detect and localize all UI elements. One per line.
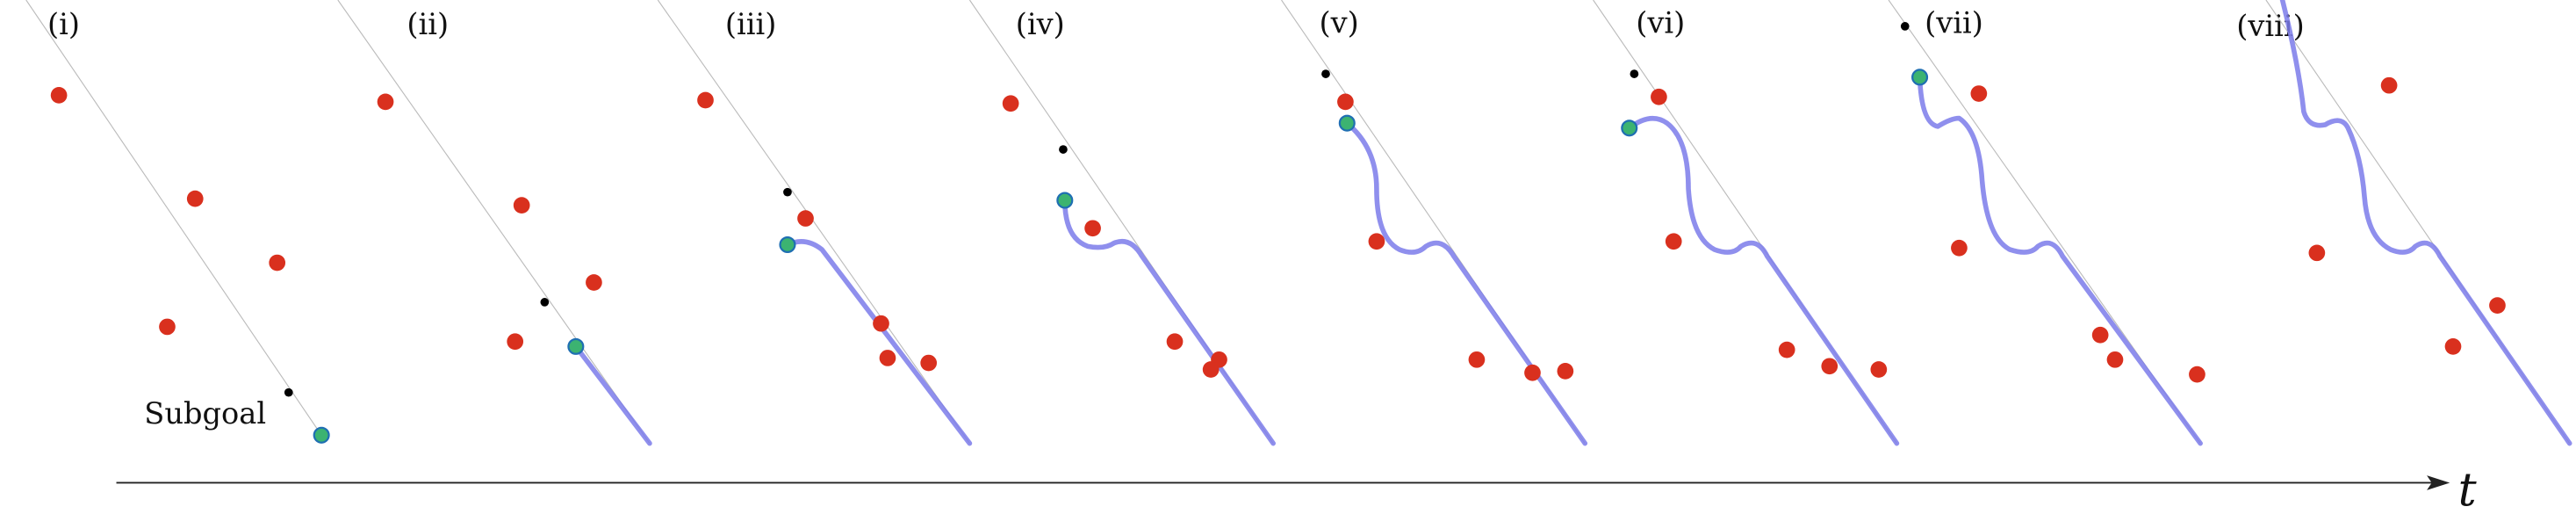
robot [779, 235, 796, 254]
subgoal-point [1900, 22, 1910, 31]
obstacle [1084, 220, 1101, 237]
obstacle [2444, 338, 2462, 355]
reference-line [657, 0, 970, 444]
obstacle [2308, 244, 2326, 262]
obstacle [513, 197, 530, 214]
trajectory [785, 239, 973, 446]
subgoal-point [284, 387, 293, 397]
obstacle [1166, 333, 1184, 351]
subgoal-point [783, 187, 792, 197]
obstacle [2489, 297, 2506, 314]
reference-line [25, 0, 322, 436]
subgoal-label: Subgoal [144, 396, 266, 431]
obstacle [1337, 93, 1354, 111]
obstacle [797, 210, 814, 227]
trajectories [573, 0, 2572, 446]
subgoal-point [1059, 145, 1068, 154]
obstacle [873, 315, 889, 332]
obstacles [50, 76, 2506, 383]
obstacle [1651, 88, 1667, 105]
robot [1056, 192, 1074, 209]
obstacle [1202, 361, 1220, 378]
panel-label: (i) [47, 7, 80, 41]
time-axis: t [116, 464, 2478, 514]
obstacle [2380, 76, 2398, 94]
subgoal-point [540, 298, 550, 307]
panel-label: (iv) [1016, 7, 1065, 41]
obstacle [697, 91, 714, 109]
obstacle [186, 190, 204, 207]
panel-label: (vi) [1636, 5, 1685, 40]
robot [313, 426, 330, 444]
obstacle [377, 93, 394, 111]
robots [313, 69, 1929, 444]
panel-label: (v) [1320, 5, 1359, 40]
obstacle [2189, 366, 2205, 383]
panel-labels: (i) (ii) (iii) (iv) (v) (vi) (vii) (viii… [47, 5, 2305, 43]
subgoal-point [1630, 69, 1639, 78]
reference-lines [25, 0, 2571, 444]
robot [1911, 69, 1929, 86]
subgoals [284, 22, 1910, 397]
obstacle [159, 318, 176, 336]
trajectory [1344, 120, 1588, 446]
robot [1338, 114, 1356, 132]
robot [1621, 119, 1638, 137]
obstacle [920, 354, 938, 372]
obstacle [1821, 358, 1838, 375]
obstacle [1870, 361, 1888, 378]
subgoal-point [1321, 69, 1330, 78]
obstacle [50, 87, 68, 104]
panel-label: (viii) [2236, 9, 2305, 43]
reference-line [337, 0, 651, 444]
panel-label: (ii) [407, 7, 449, 41]
obstacle [1524, 364, 1541, 381]
obstacle [1557, 363, 1574, 380]
trajectory [573, 344, 652, 446]
obstacle [1468, 351, 1486, 368]
trajectory [1917, 75, 2203, 446]
panel-label: (vii) [1925, 5, 1983, 40]
obstacle [2091, 326, 2109, 344]
obstacle [879, 350, 896, 366]
obstacle [269, 254, 286, 271]
obstacle [1368, 233, 1385, 250]
obstacle [1970, 85, 1988, 102]
time-axis-label: t [2458, 464, 2478, 514]
panel-label: (iii) [725, 7, 777, 41]
obstacle [507, 333, 524, 351]
obstacle [586, 274, 602, 291]
trajectory [2279, 0, 2572, 446]
obstacle [1778, 341, 1795, 358]
obstacle [1951, 239, 1968, 257]
robot [567, 337, 585, 355]
time-axis-arrowhead [2427, 475, 2450, 490]
obstacle [2106, 351, 2124, 368]
trajectory [1062, 198, 1276, 446]
trajectory [1626, 116, 1900, 446]
obstacle [1002, 95, 1019, 112]
obstacle [1665, 233, 1682, 250]
